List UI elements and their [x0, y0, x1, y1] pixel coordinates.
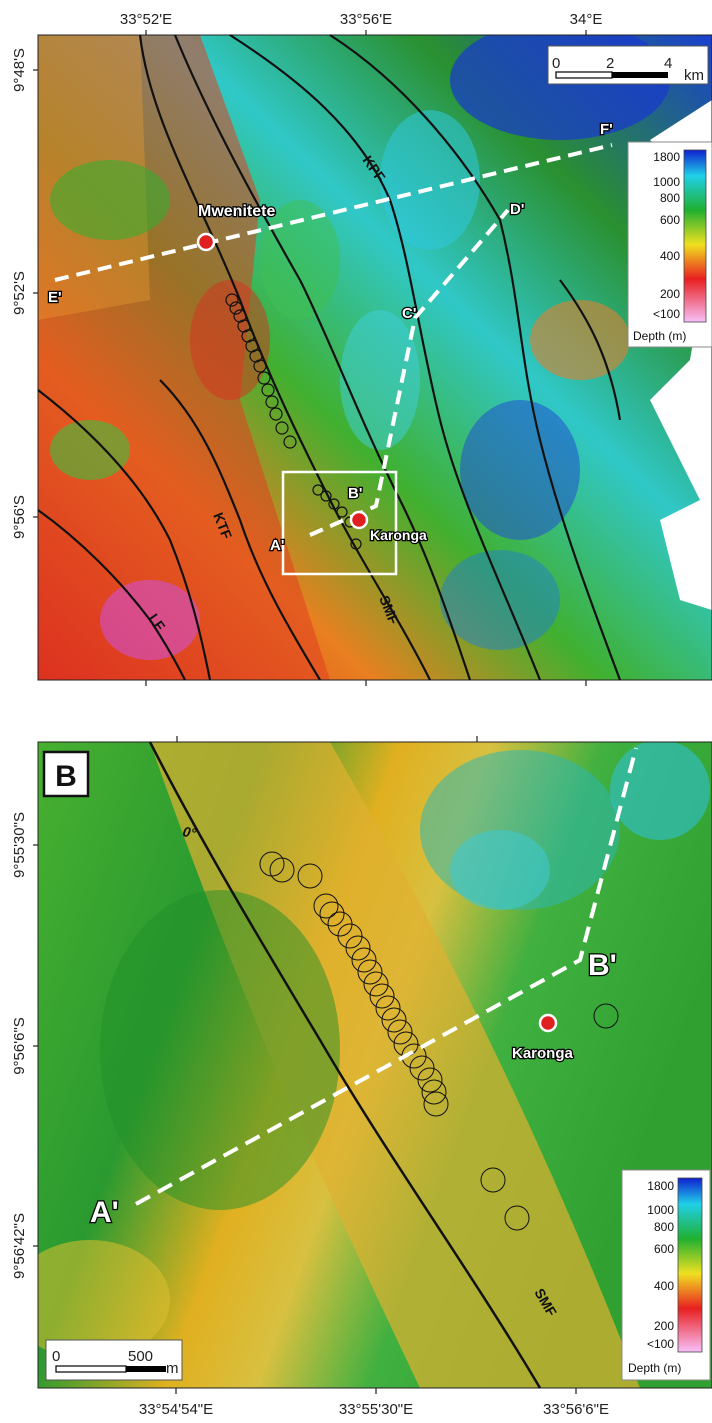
earthquake-cluster-b [259, 851, 619, 1231]
scale-b-unit: m [166, 1360, 179, 1377]
scale-b-tick-500: 500 [128, 1348, 153, 1365]
legend-b-200: 200 [654, 1319, 674, 1333]
profile-f-label: F' [600, 121, 613, 138]
inset-box [281, 470, 398, 576]
depth-raster-a [38, 35, 712, 680]
profile-a-label-b: A' [90, 1196, 119, 1229]
legend-b-1800: 1800 [647, 1179, 674, 1193]
scale-a-tick-0: 0 [552, 55, 560, 72]
mwenitete-label: Mwenitete [198, 203, 275, 220]
depth-legend-a: 1800 1000 800 600 400 200 <100 Depth (m) [627, 141, 712, 348]
scale-b-tick-0: 0 [52, 1348, 60, 1365]
legend-b-400: 400 [654, 1279, 674, 1293]
tick-left-9-52: 9°52'S [11, 271, 28, 315]
tick-left-9-56: 9°56'S [11, 495, 28, 539]
tick-top-33-56: 33°56'E [340, 11, 392, 28]
legend-b-800: 800 [654, 1220, 674, 1234]
profile-d-label: D' [510, 201, 524, 218]
profile-c-label: C' [402, 305, 416, 322]
depth-legend-b: 1800 1000 800 600 400 200 <100 Depth (m) [621, 1169, 711, 1381]
panel-b-letter: B [55, 760, 77, 793]
scale-bar-a: 0 2 4 km [547, 45, 709, 85]
karonga-label-a: Karonga [370, 527, 427, 543]
earthquake-cluster-a [225, 293, 362, 550]
legend-a-200: 200 [660, 287, 680, 301]
profile-b-label: B' [348, 485, 362, 502]
legend-a-title: Depth (m) [633, 329, 686, 343]
legend-a-1800: 1800 [653, 150, 680, 164]
tick-bottom-33-55-30: 33°55'30"E [339, 1401, 413, 1418]
axis-ticks-b [33, 736, 577, 1394]
tick-top-33-52: 33°52'E [120, 11, 172, 28]
legend-a-100: <100 [653, 307, 680, 321]
tick-left-9-56-6: 9°56'6"S [11, 1017, 28, 1075]
panel-a-map: Mwenitete Karonga KPF KTF SMF LF A' B' C… [11, 11, 712, 686]
panel-b-map: Karonga A' B' 0° SMF B 0 500 m 1800 1000… [11, 736, 712, 1418]
axis-ticks-a [33, 30, 587, 686]
scale-bar-b: 0 500 m [45, 1339, 183, 1381]
legend-a-1000: 1000 [653, 175, 680, 189]
panel-b-letter-box [42, 750, 90, 798]
profile-line-b [135, 747, 638, 1206]
legend-b-1000: 1000 [647, 1203, 674, 1217]
contour-0-label: 0° [181, 823, 197, 841]
tick-bottom-33-54-54: 33°54'54"E [139, 1401, 213, 1418]
profile-b-label-b: B' [588, 949, 617, 982]
legend-a-800: 800 [660, 191, 680, 205]
profile-lines-a [54, 143, 613, 537]
fault-lines-a [37, 34, 622, 681]
legend-a-600: 600 [660, 213, 680, 227]
legend-b-title: Depth (m) [628, 1361, 681, 1375]
tick-left-9-56-42: 9°56'42"S [11, 1213, 28, 1279]
scale-a-tick-4: 4 [664, 55, 672, 72]
scale-a-tick-2: 2 [606, 55, 614, 72]
karonga-marker-a [349, 510, 369, 530]
profile-e-label: E' [48, 289, 62, 306]
tick-left-9-48: 9°48'S [11, 48, 28, 92]
profile-a-label: A' [270, 537, 284, 554]
legend-a-400: 400 [660, 249, 680, 263]
legend-b-600: 600 [654, 1242, 674, 1256]
karonga-marker-b [538, 1013, 558, 1033]
mwenitete-marker [196, 232, 216, 252]
tick-left-9-55-30: 9°55'30"S [11, 812, 28, 878]
karonga-label-b: Karonga [512, 1045, 574, 1062]
legend-b-100: <100 [647, 1337, 674, 1351]
depth-raster-b [38, 742, 712, 1388]
tick-top-34: 34°E [570, 11, 603, 28]
smf-fault-line-b [148, 741, 542, 1389]
scale-a-unit: km [684, 67, 704, 84]
tick-bottom-33-56-6: 33°56'6"E [543, 1401, 609, 1418]
